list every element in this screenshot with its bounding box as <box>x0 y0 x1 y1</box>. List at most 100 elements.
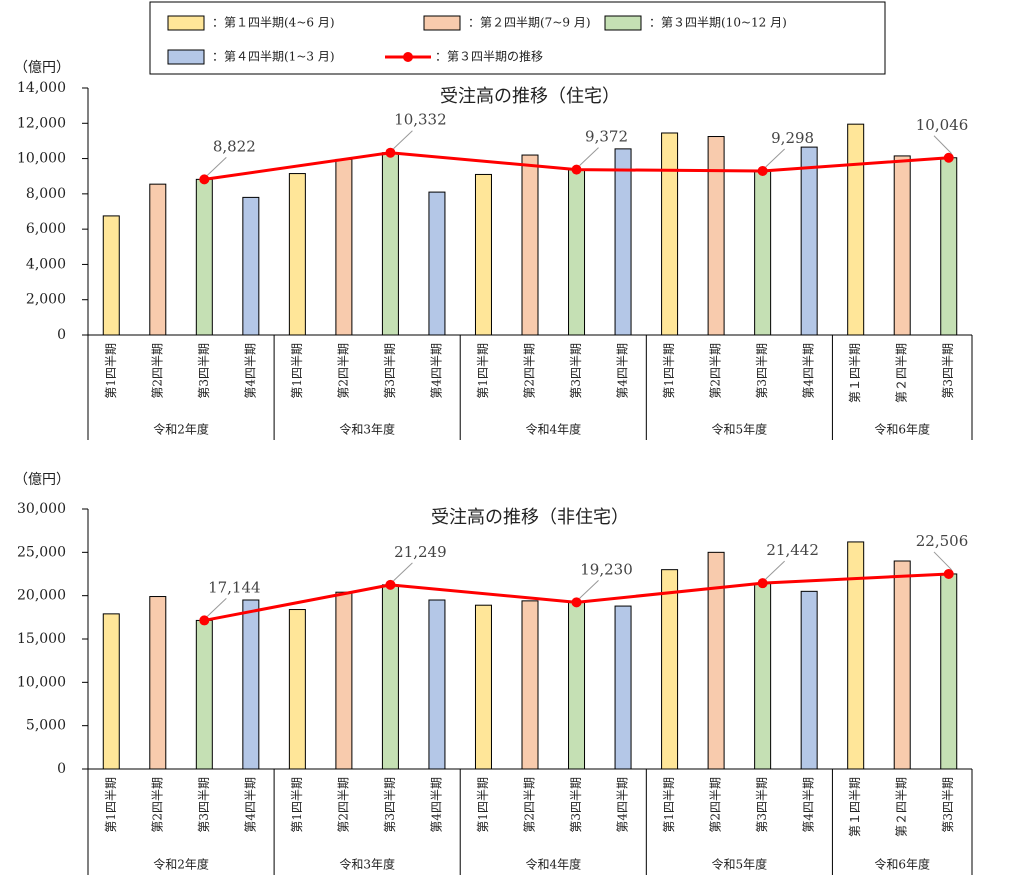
leader-line <box>933 135 953 155</box>
bar <box>800 146 818 336</box>
x-tick-label: 第2四半期 <box>523 777 537 833</box>
x-tick-label: 第3四半期 <box>197 777 211 833</box>
x-tick-label: 第１四半期 <box>848 343 862 403</box>
data-label: 9,372 <box>585 128 628 146</box>
bar <box>149 183 167 336</box>
leader-line <box>393 562 413 582</box>
legend-box <box>149 1 886 75</box>
x-tick-label: 第1四半期 <box>104 343 118 399</box>
x-tick-label: 第3四半期 <box>197 343 211 399</box>
bar <box>335 158 353 336</box>
legend-label: ：第２四半期(7~9 月) <box>468 16 591 30</box>
bar <box>614 148 632 336</box>
y-tick-label: 14,000 <box>17 80 66 96</box>
bar <box>661 132 679 336</box>
legend-swatch <box>167 15 205 31</box>
x-tick-label: 第2四半期 <box>523 343 537 399</box>
y-tick-label: 4,000 <box>26 256 66 272</box>
x-tick-label: 第4四半期 <box>616 777 630 833</box>
line-marker <box>757 578 768 589</box>
x-tick-label: 第4四半期 <box>243 343 257 399</box>
bar <box>381 152 399 336</box>
x-tick-label: 第3四半期 <box>755 777 769 833</box>
x-tick-label: 第1四半期 <box>476 777 490 833</box>
bar <box>102 613 120 770</box>
unit-label: （億円） <box>14 472 70 488</box>
bar <box>428 599 446 770</box>
y-tick-label: 8,000 <box>26 186 66 202</box>
group-label: 令和2年度 <box>153 857 209 872</box>
x-tick-label: 第4四半期 <box>802 343 816 399</box>
group-label: 令和4年度 <box>525 422 581 437</box>
group-label: 令和3年度 <box>339 857 395 872</box>
bar <box>242 599 260 770</box>
bar <box>149 596 167 770</box>
bar <box>288 173 306 336</box>
group-label: 令和6年度 <box>874 857 930 872</box>
legend-label: ：第３四半期(10~12 月) <box>649 16 787 30</box>
bar <box>242 196 260 336</box>
legend-swatch <box>604 15 642 31</box>
y-tick-label: 20,000 <box>17 588 66 604</box>
data-label: 21,442 <box>766 541 819 559</box>
bar <box>474 173 492 336</box>
x-tick-label: 第4四半期 <box>802 777 816 833</box>
group-label: 令和5年度 <box>712 857 768 872</box>
y-tick-label: 2,000 <box>26 292 66 308</box>
bar <box>102 215 120 336</box>
x-tick-label: 第1四半期 <box>104 777 118 833</box>
x-tick-label: 第2四半期 <box>709 777 723 833</box>
bar <box>893 155 911 336</box>
x-tick-label: 第2四半期 <box>709 343 723 399</box>
y-tick-label: 6,000 <box>26 221 66 237</box>
legend-swatch <box>423 15 461 31</box>
line-marker <box>943 152 954 163</box>
x-tick-label: 第3四半期 <box>755 343 769 399</box>
legend-swatch <box>167 49 205 65</box>
bar <box>893 560 911 770</box>
x-tick-label: 第4四半期 <box>243 777 257 833</box>
bar <box>800 590 818 770</box>
bar <box>288 609 306 770</box>
data-label: 17,144 <box>208 578 261 596</box>
leader-line <box>206 156 227 176</box>
line-marker <box>943 568 954 579</box>
bar <box>707 551 725 770</box>
data-label: 8,822 <box>213 137 256 155</box>
bar <box>335 591 353 770</box>
x-tick-label: 第2四半期 <box>150 343 164 399</box>
leader-line <box>579 579 599 599</box>
bar <box>195 178 213 336</box>
bar <box>847 541 865 770</box>
x-tick-label: 第3四半期 <box>569 777 583 833</box>
group-label: 令和6年度 <box>874 422 930 437</box>
y-tick-label: 10,000 <box>17 674 66 690</box>
bar <box>381 584 399 770</box>
group-label: 令和5年度 <box>712 422 768 437</box>
bar <box>474 604 492 770</box>
bar <box>754 170 772 336</box>
chart-title: 受注高の推移（非住宅） <box>431 507 629 528</box>
x-tick-label: 第3四半期 <box>941 777 955 833</box>
legend-marker <box>403 52 413 62</box>
bar <box>754 582 772 770</box>
line-marker <box>199 174 210 185</box>
bar <box>568 601 586 770</box>
data-label: 10,332 <box>394 111 447 129</box>
group-label: 令和3年度 <box>339 422 395 437</box>
leader-line <box>206 598 227 617</box>
bar <box>707 136 725 336</box>
x-tick-label: 第4四半期 <box>429 343 443 399</box>
leader-line <box>765 148 785 168</box>
legend-label: ：第４四半期(1~3 月) <box>212 50 335 64</box>
group-label: 令和2年度 <box>153 422 209 437</box>
bar <box>521 600 539 770</box>
data-label: 19,230 <box>580 560 633 578</box>
x-tick-label: 第3四半期 <box>383 777 397 833</box>
bar <box>614 605 632 770</box>
bar <box>195 619 213 770</box>
data-label: 22,506 <box>916 532 969 550</box>
x-tick-label: 第3四半期 <box>383 343 397 399</box>
line-marker <box>385 147 396 158</box>
